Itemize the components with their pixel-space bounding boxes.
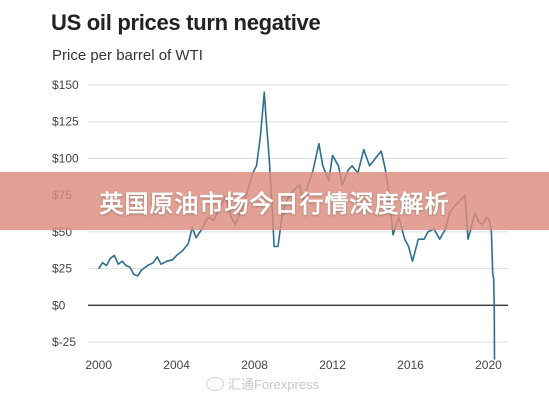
y-tick-label: $150 [52, 78, 79, 92]
y-tick-label: $125 [52, 115, 79, 129]
x-tick-label: 2004 [163, 358, 190, 372]
headline-banner: 英国原油市场今日行情深度解析 [0, 172, 549, 230]
watermark: 汇通Forexpress [206, 374, 319, 393]
chart-title: US oil prices turn negative [51, 10, 321, 35]
y-tick-label: $-25 [52, 335, 76, 349]
y-tick-label: $0 [52, 298, 66, 312]
banner-text: 英国原油市场今日行情深度解析 [99, 189, 450, 218]
y-tick-label: $100 [52, 151, 79, 165]
chart-subtitle: Price per barrel of WTI [52, 47, 203, 64]
weibo-icon [206, 376, 224, 391]
watermark-text: 汇通Forexpress [228, 377, 320, 392]
x-tick-label: 2000 [85, 358, 112, 372]
y-tick-label: $25 [52, 262, 72, 276]
x-tick-label: 2008 [241, 358, 268, 372]
x-axis-ticks: 2000 2004 2008 2012 2016 2020 [85, 358, 502, 372]
x-tick-label: 2012 [319, 358, 346, 372]
x-tick-label: 2020 [475, 358, 502, 372]
x-tick-label: 2016 [397, 358, 424, 372]
